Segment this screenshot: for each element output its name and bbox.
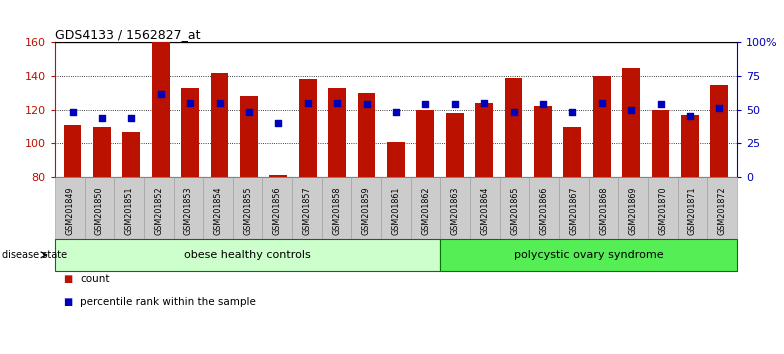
Bar: [652, 110, 670, 177]
Bar: [505, 78, 522, 177]
Point: [507, 110, 520, 115]
Text: GSM201866: GSM201866: [539, 187, 549, 235]
Text: obese healthy controls: obese healthy controls: [184, 250, 311, 260]
Bar: [240, 96, 258, 177]
Text: GSM201862: GSM201862: [421, 187, 430, 235]
Text: GSM201849: GSM201849: [65, 187, 74, 235]
Text: GSM201870: GSM201870: [659, 187, 667, 235]
Point: [213, 100, 226, 106]
Bar: [299, 80, 317, 177]
Text: GSM201858: GSM201858: [332, 187, 341, 235]
Bar: [387, 142, 405, 177]
Text: GSM201865: GSM201865: [510, 187, 519, 235]
Text: GSM201850: GSM201850: [95, 187, 103, 235]
Text: GSM201855: GSM201855: [243, 187, 252, 235]
Bar: [328, 88, 346, 177]
Point: [360, 102, 372, 107]
Point: [654, 102, 666, 107]
Text: percentile rank within the sample: percentile rank within the sample: [80, 297, 256, 307]
Point: [272, 120, 285, 126]
Text: disease state: disease state: [2, 250, 67, 260]
Bar: [181, 88, 199, 177]
Bar: [534, 106, 552, 177]
Point: [536, 102, 549, 107]
Point: [331, 100, 343, 106]
Point: [301, 100, 314, 106]
Text: GSM201854: GSM201854: [213, 187, 223, 235]
Text: polycystic ovary syndrome: polycystic ovary syndrome: [514, 250, 663, 260]
Text: GSM201857: GSM201857: [303, 187, 311, 235]
Point: [477, 100, 490, 106]
Point: [684, 114, 696, 119]
Point: [242, 110, 255, 115]
Point: [125, 115, 138, 121]
Text: GSM201853: GSM201853: [183, 187, 193, 235]
Text: GSM201871: GSM201871: [688, 187, 697, 235]
Point: [154, 91, 167, 96]
Point: [66, 110, 78, 115]
Point: [713, 105, 725, 111]
Text: GSM201868: GSM201868: [599, 187, 608, 235]
Bar: [475, 103, 493, 177]
Text: GSM201861: GSM201861: [391, 187, 401, 235]
Text: GSM201864: GSM201864: [481, 187, 489, 235]
Bar: [593, 76, 611, 177]
Bar: [416, 110, 434, 177]
Point: [419, 102, 431, 107]
Bar: [622, 68, 640, 177]
Point: [448, 102, 461, 107]
Bar: [681, 115, 699, 177]
Point: [96, 115, 108, 121]
Text: ■: ■: [63, 274, 72, 284]
Bar: [211, 73, 228, 177]
Bar: [93, 127, 111, 177]
Text: GSM201851: GSM201851: [125, 187, 133, 235]
Bar: [152, 42, 169, 177]
Bar: [122, 132, 140, 177]
Point: [625, 107, 637, 113]
Bar: [564, 127, 581, 177]
Point: [390, 110, 402, 115]
Text: GSM201869: GSM201869: [629, 187, 637, 235]
Bar: [446, 113, 463, 177]
Point: [183, 100, 196, 106]
Text: GSM201859: GSM201859: [361, 187, 371, 235]
Text: GDS4133 / 1562827_at: GDS4133 / 1562827_at: [55, 28, 201, 41]
Text: GSM201863: GSM201863: [451, 187, 459, 235]
Text: count: count: [80, 274, 110, 284]
Text: ■: ■: [63, 297, 72, 307]
Point: [566, 110, 579, 115]
Text: GSM201856: GSM201856: [273, 187, 281, 235]
Bar: [358, 93, 376, 177]
Text: GSM201872: GSM201872: [717, 187, 727, 235]
Point: [595, 100, 608, 106]
Bar: [64, 125, 82, 177]
Bar: [270, 175, 287, 177]
Text: GSM201852: GSM201852: [154, 187, 163, 235]
Bar: [710, 85, 728, 177]
Text: GSM201867: GSM201867: [569, 187, 579, 235]
